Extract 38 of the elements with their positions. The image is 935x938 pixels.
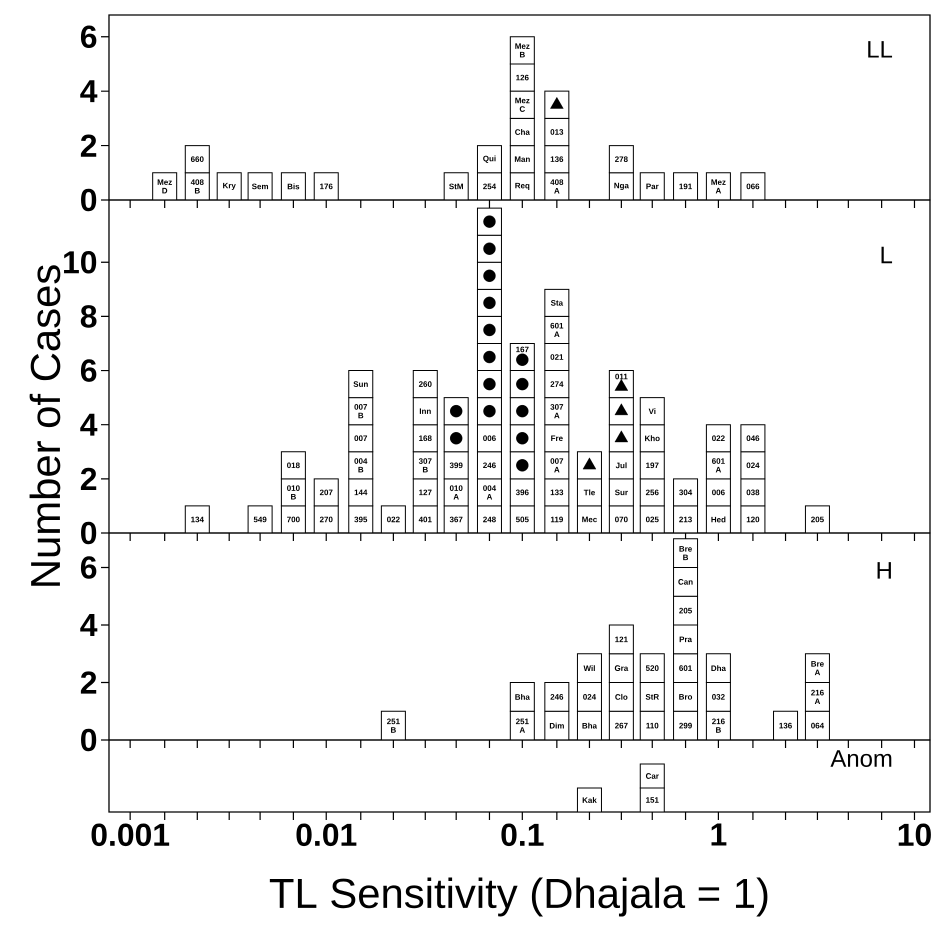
y-tick-label: 4 bbox=[80, 80, 98, 102]
text: H bbox=[878, 562, 891, 579]
y-tick-label: 0 bbox=[81, 188, 96, 212]
y-tick-label: 6 bbox=[80, 556, 96, 579]
y-tick-label: 6 bbox=[80, 25, 96, 48]
text: L bbox=[882, 246, 892, 264]
point bbox=[516, 354, 529, 366]
chart-title: Anom bbox=[830, 750, 892, 767]
point bbox=[483, 404, 496, 418]
point bbox=[516, 404, 529, 418]
x-axis-title: TL Sensitivity (Dhajala = 1) bbox=[270, 878, 768, 917]
point bbox=[483, 378, 496, 390]
point bbox=[483, 296, 496, 310]
x-tick-label: 0.01 bbox=[296, 824, 356, 846]
y-tick-label: 2 bbox=[80, 468, 96, 490]
x-tick-label: 10 bbox=[898, 824, 931, 846]
y-tick-label: 2 bbox=[80, 671, 96, 694]
y-axis-title: Number of Cases bbox=[30, 265, 60, 586]
y-tick-label: 4 bbox=[80, 414, 98, 436]
y-tick-label: 2 bbox=[80, 134, 96, 157]
point bbox=[483, 270, 496, 282]
y-tick-label: 6 bbox=[80, 359, 96, 382]
point bbox=[483, 242, 496, 255]
point bbox=[516, 432, 529, 444]
y-tick-label: 8 bbox=[80, 305, 97, 328]
y-tick-label: 0 bbox=[81, 728, 96, 752]
text: LL bbox=[868, 41, 892, 58]
point bbox=[516, 459, 529, 472]
y-tick-label: 0 bbox=[81, 522, 96, 544]
point bbox=[516, 378, 529, 390]
x-tick-label: 0.001 bbox=[92, 824, 170, 846]
point bbox=[483, 350, 496, 364]
x-tick-label: 1 bbox=[712, 824, 726, 846]
x-tick-label: 0.1 bbox=[501, 824, 544, 846]
point bbox=[483, 215, 496, 228]
y-tick-label: 4 bbox=[80, 614, 98, 636]
point bbox=[483, 324, 496, 336]
y-tick-label: 10 bbox=[64, 250, 96, 274]
